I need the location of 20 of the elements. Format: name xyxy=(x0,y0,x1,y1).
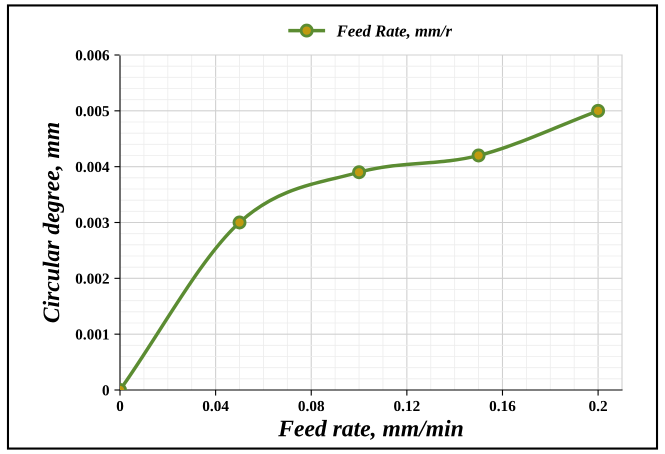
x-tick-label: 0 xyxy=(116,400,124,412)
y-tick-label: 0.001 xyxy=(76,329,109,340)
y-tick-label: 0.004 xyxy=(76,162,110,172)
point xyxy=(352,165,366,180)
point xyxy=(232,216,246,230)
y-tick-label: 0.006 xyxy=(76,50,110,61)
y-tick-label: 0 xyxy=(102,385,109,396)
legend-label: Feed Rate, mm/r xyxy=(336,24,452,40)
x-tick-label: 0.16 xyxy=(490,400,516,412)
point xyxy=(591,104,606,118)
y-tick-label: 0.005 xyxy=(76,106,110,116)
y-axis-title: Circular degree, mm xyxy=(42,122,64,322)
x-tick-label: 0.08 xyxy=(298,400,324,412)
x-tick-label: 0.12 xyxy=(394,400,420,412)
point xyxy=(472,148,486,162)
y-tick-label: 0.003 xyxy=(76,218,110,228)
x-axis-title: Feed rate, mm/min xyxy=(278,420,463,440)
y-tick-label: 0.002 xyxy=(76,273,109,284)
x-tick-label: 0.04 xyxy=(202,400,229,412)
x-tick-label: 0.2 xyxy=(589,400,607,412)
